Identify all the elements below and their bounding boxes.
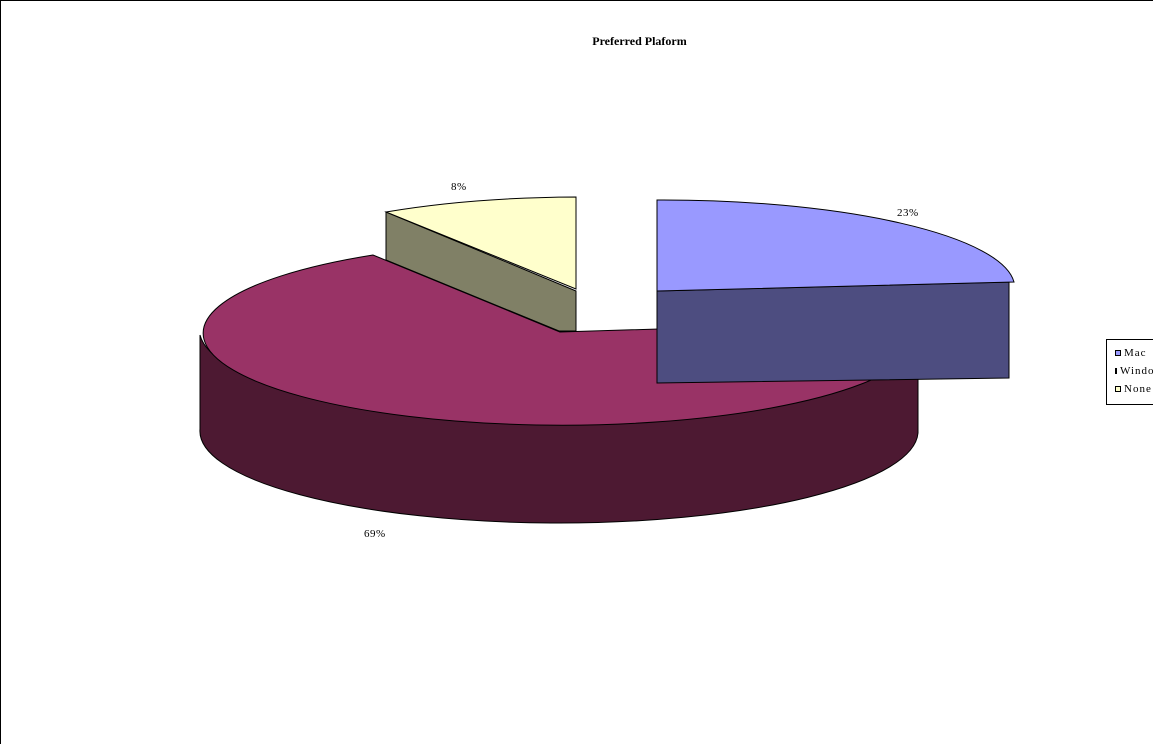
legend-item-mac: Mac xyxy=(1115,344,1153,362)
legend-swatch-windows xyxy=(1115,368,1117,374)
chart-title: Preferred Plaform xyxy=(592,34,687,48)
legend-item-none: None xyxy=(1115,380,1153,398)
legend-label-none: None xyxy=(1124,383,1152,395)
legend-swatch-none xyxy=(1115,386,1121,392)
slice-none-top xyxy=(384,196,577,290)
legend-label-mac: Mac xyxy=(1124,347,1147,359)
data-label-none: 8% xyxy=(451,181,467,193)
legend: Mac Windows None xyxy=(1106,339,1153,405)
data-label-mac: 23% xyxy=(897,207,919,219)
legend-swatch-mac xyxy=(1115,350,1121,356)
slice-mac-side xyxy=(656,281,1010,384)
legend-label-windows: Windows xyxy=(1120,365,1153,377)
slice-none-side xyxy=(385,211,577,332)
slice-mac-top xyxy=(656,199,1015,292)
legend-item-windows: Windows xyxy=(1115,362,1153,380)
data-label-windows: 69% xyxy=(364,528,386,540)
